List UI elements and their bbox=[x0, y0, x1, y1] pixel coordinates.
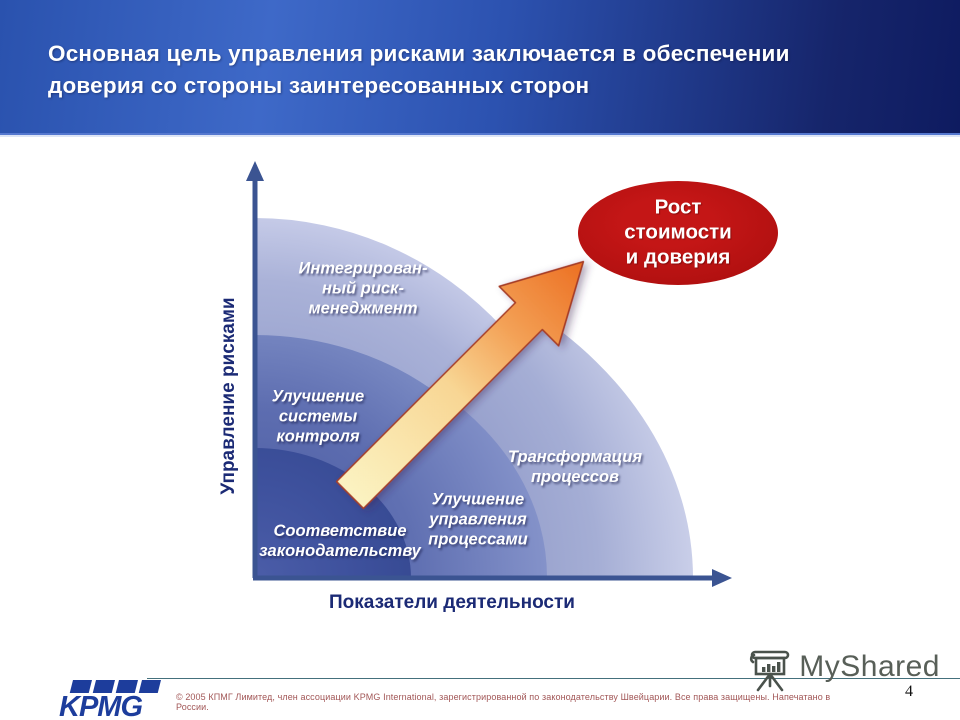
ring-label-integrated-risk-management: Интегрирован- ный риск- менеджмент bbox=[298, 259, 428, 317]
page-number: 4 bbox=[905, 683, 913, 700]
ring-label-control-system-improvement: Улучшение системы контроля bbox=[271, 387, 365, 445]
ring-label-legal-compliance: Соответствие законодательству bbox=[259, 522, 421, 560]
ring-legal-compliance bbox=[255, 448, 411, 578]
copyright-text: © 2005 КПМГ Лимитед, член ассоциации KPM… bbox=[176, 692, 831, 712]
myshared-watermark: MyShared bbox=[745, 645, 940, 695]
kpmg-logo: KPMG bbox=[59, 680, 161, 720]
y-axis-label: Управление рисками bbox=[218, 297, 239, 495]
slide-header bbox=[0, 0, 960, 133]
x-axis-label: Показатели деятельности bbox=[329, 592, 575, 613]
header-divider-light bbox=[0, 135, 960, 137]
goal-ellipse bbox=[578, 181, 778, 285]
footer-divider bbox=[147, 678, 960, 679]
ring-label-process-management-improvement: Улучшение управления процессами bbox=[428, 490, 528, 548]
ring-label-process-transformation: Трансформация процессов bbox=[507, 448, 643, 486]
svg-text:KPMG: KPMG bbox=[59, 691, 142, 720]
presentation-screen-icon bbox=[750, 650, 790, 692]
x-axis-arrowhead-icon bbox=[712, 569, 732, 587]
myshared-label: MyShared bbox=[799, 650, 940, 683]
page-title: Основная цель управления рисками заключа… bbox=[48, 41, 790, 98]
header-divider bbox=[0, 133, 960, 135]
growth-arrow-icon bbox=[335, 260, 585, 510]
y-axis-arrowhead-icon bbox=[246, 161, 264, 181]
goal-label: Рост стоимости и доверия bbox=[624, 195, 732, 269]
